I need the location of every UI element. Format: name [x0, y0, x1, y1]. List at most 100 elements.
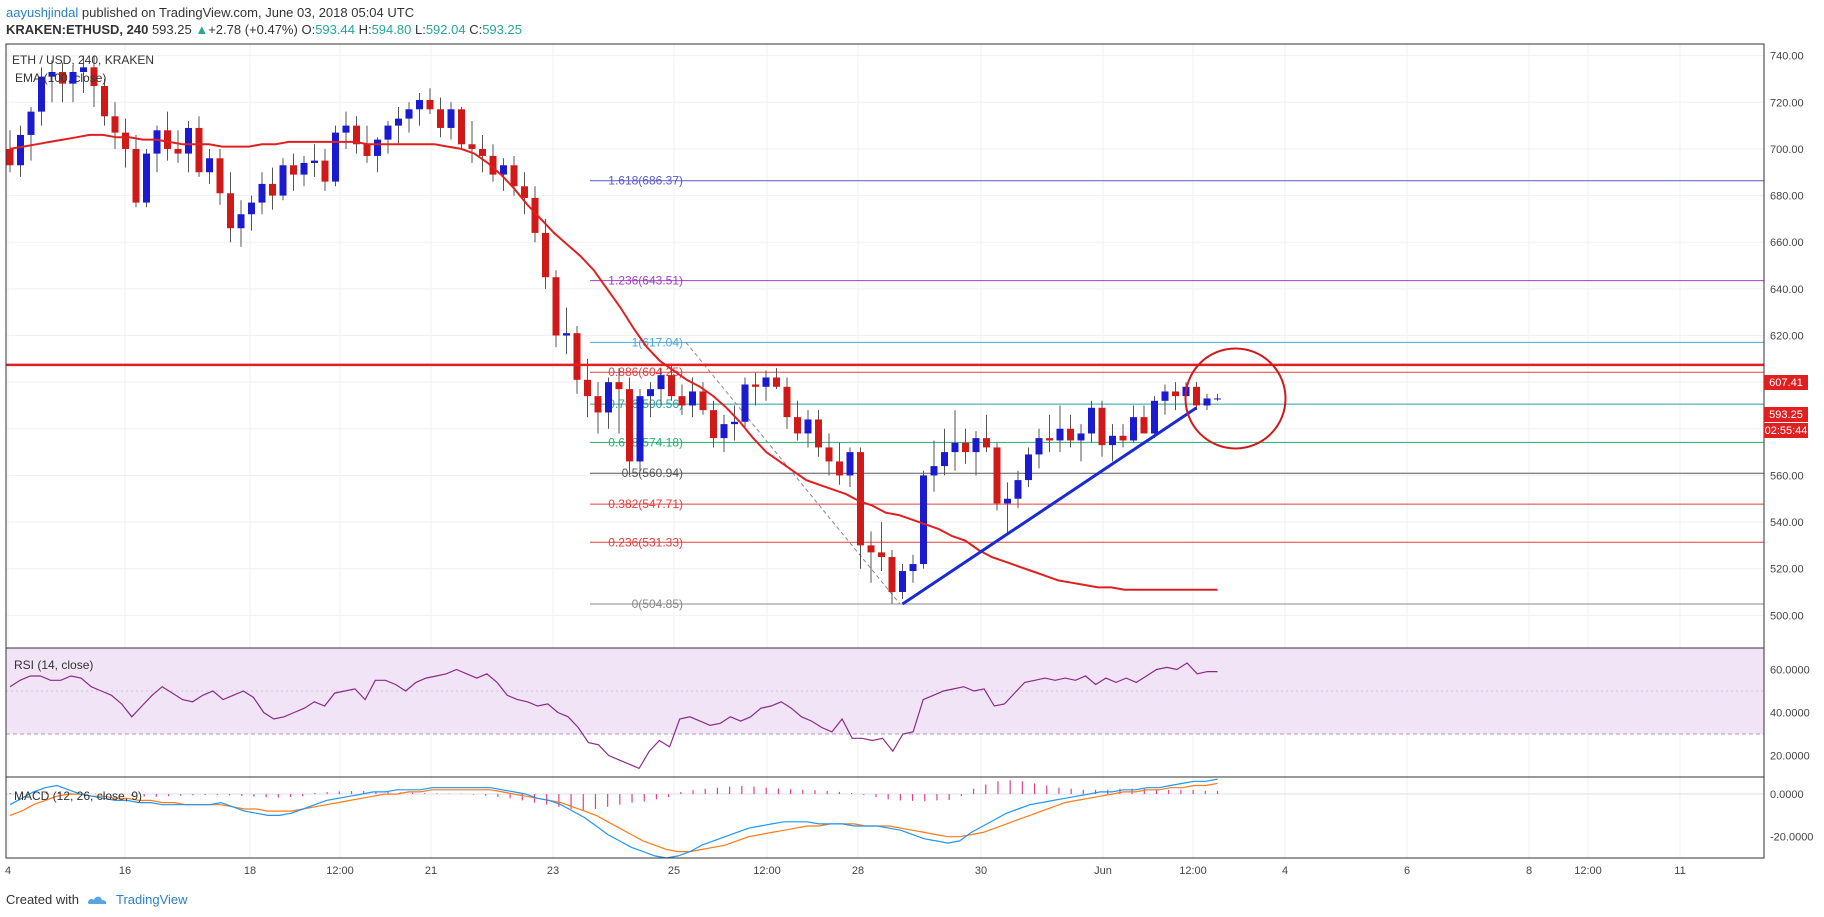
candle-body — [48, 71, 56, 77]
chart-title: ETH / USD, 240, KRAKEN — [12, 53, 154, 67]
candle-body — [846, 452, 854, 476]
candle-body — [815, 419, 822, 448]
candle-body — [69, 71, 77, 84]
candle-body — [731, 421, 738, 425]
price-tag-level-text: 607.41 — [1769, 377, 1803, 389]
candle-body — [164, 130, 171, 149]
candle-body — [510, 165, 518, 187]
candle-body — [300, 162, 308, 175]
candle-body — [930, 466, 938, 476]
change-arrow-icon: ▲ — [195, 22, 209, 37]
time-tick-label: 12:00 — [1179, 865, 1207, 877]
candle-body — [290, 165, 297, 175]
candle-body — [983, 438, 990, 448]
candle-body — [1161, 391, 1169, 401]
candle-body — [227, 193, 234, 229]
candle-body — [825, 447, 833, 462]
low-value: 592.04 — [425, 22, 466, 37]
tradingview-logo-icon[interactable] — [86, 892, 108, 906]
fibonacci-levels: 1.618(686.37)1.236(643.51)1(617.04)0.886… — [590, 174, 1764, 611]
candle-body — [710, 410, 717, 439]
header-bar: aayushjindal published on TradingView.co… — [0, 0, 1824, 44]
time-tick-label: 21 — [425, 865, 437, 877]
candle-body — [206, 158, 213, 173]
close-value: 593.25 — [482, 22, 522, 37]
candle-body — [657, 375, 665, 390]
candle-body — [248, 202, 255, 215]
candle-body — [143, 153, 150, 203]
time-tick-label: 18 — [244, 865, 256, 877]
candle-body — [237, 214, 245, 229]
candle-body — [531, 197, 539, 233]
candle-body — [1088, 407, 1095, 434]
fibonacci-label: 0.5(560.94) — [622, 466, 683, 480]
price-tick-label: 720.00 — [1770, 97, 1804, 109]
price-tick-label: 740.00 — [1770, 51, 1804, 63]
rsi-band — [6, 648, 1764, 734]
candle-body — [920, 475, 927, 565]
candle-body — [962, 442, 969, 453]
candle-body — [762, 377, 770, 387]
candle-body — [384, 125, 392, 140]
publish-info: aayushjindal published on TradingView.co… — [6, 5, 414, 20]
fibonacci-label: 0(504.85) — [632, 597, 683, 611]
symbol-label: KRAKEN:ETHUSD, 240 — [6, 22, 149, 37]
support-trendline — [901, 406, 1198, 606]
candle-body — [101, 85, 108, 117]
close-label: C: — [469, 22, 483, 37]
rsi-legend: RSI (14, close) — [14, 658, 93, 672]
candle-body — [1077, 433, 1085, 441]
symbol-info: KRAKEN:ETHUSD, 240 593.25 ▲+2.78 (+0.47%… — [6, 22, 522, 37]
candle-body — [321, 160, 329, 182]
candle-body — [1193, 386, 1200, 406]
candle-body — [584, 379, 591, 397]
highlight-circle — [1184, 347, 1287, 450]
candle-body — [636, 396, 644, 462]
candle-body — [468, 144, 476, 149]
author-link[interactable]: aayushjindal — [6, 5, 79, 20]
candle-body — [542, 232, 549, 278]
candle-body — [458, 109, 465, 145]
candle-body — [993, 447, 1001, 504]
chart-area[interactable]: 1.618(686.37)1.236(643.51)1(617.04)0.886… — [0, 0, 1824, 880]
candle-body — [405, 109, 413, 119]
candle-body — [279, 165, 287, 196]
ema-legend: EMA (100, close) — [15, 71, 106, 85]
fibonacci-label: 0.236(531.33) — [608, 535, 683, 549]
fibonacci-label: 1(617.04) — [632, 335, 683, 349]
candle-body — [878, 552, 885, 558]
candle-body — [909, 564, 917, 572]
candle-body — [794, 417, 801, 434]
candle-body — [552, 277, 560, 336]
candle-body — [1056, 428, 1064, 441]
fibonacci-label: 1.236(643.51) — [608, 274, 683, 288]
candle-body — [185, 127, 192, 154]
macd-tick-label: 0.0000 — [1770, 789, 1804, 801]
candle-body — [521, 186, 528, 198]
price-tag-last-text: 593.25 — [1769, 409, 1803, 421]
candle-body — [773, 377, 780, 387]
tradingview-link[interactable]: TradingView — [116, 892, 188, 907]
time-tick-label: 6 — [1404, 865, 1410, 877]
candle-body — [27, 111, 35, 135]
rsi-panel: 20.0000 40.0000 60.0000 — [6, 647, 1810, 770]
candle-body — [500, 165, 507, 175]
candle-body — [342, 125, 350, 133]
candle-body — [1140, 417, 1148, 434]
candle-body — [1151, 400, 1158, 434]
macd-legend: MACD (12, 26, close, 9) — [14, 789, 142, 803]
candle-body — [951, 442, 959, 453]
candle-body — [363, 144, 371, 156]
price-tick-label: 560.00 — [1770, 470, 1804, 482]
time-tick-label: 11 — [1674, 865, 1685, 877]
candle-body — [153, 130, 161, 154]
price-change: +2.78 (+0.47%) — [208, 22, 298, 37]
open-label: O: — [301, 22, 316, 37]
candle-body — [1109, 435, 1116, 446]
candle-body — [90, 67, 98, 86]
candle-body — [374, 139, 381, 156]
candle-body — [195, 127, 203, 173]
rsi-tick-label: 60.0000 — [1770, 665, 1810, 677]
candle-body — [269, 183, 276, 196]
time-tick-label: 12:00 — [326, 865, 354, 877]
